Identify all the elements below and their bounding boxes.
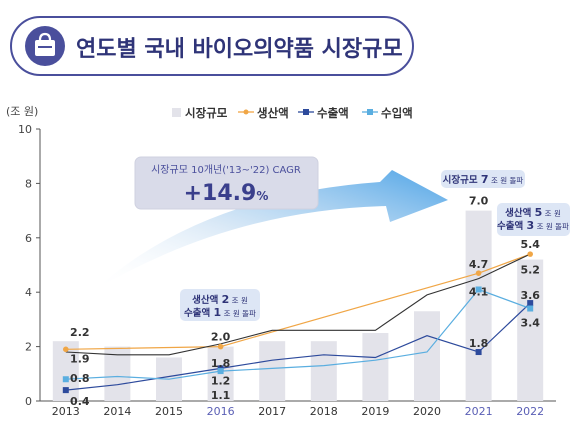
y-tick-label: 10 bbox=[18, 123, 32, 136]
data-label: 1.2 bbox=[211, 374, 231, 387]
shopping-basket-icon-glyph bbox=[35, 32, 55, 56]
market-size-bar bbox=[104, 346, 131, 401]
x-tick-label: 2021 bbox=[465, 405, 493, 418]
callout-2016-row1-part-0: 생산액 bbox=[192, 294, 222, 306]
legend-swatch-marker bbox=[303, 109, 309, 115]
수입액-marker bbox=[527, 305, 534, 312]
수입액-marker bbox=[217, 368, 224, 375]
y-tick-label: 8 bbox=[25, 177, 32, 190]
x-tick-label: 2018 bbox=[310, 405, 338, 418]
x-tick-label: 2020 bbox=[413, 405, 441, 418]
수출액-marker bbox=[475, 349, 482, 356]
callout-2022-row2-part-2: 조 원 돌파 bbox=[534, 222, 569, 231]
callout-2022-box bbox=[497, 203, 570, 236]
x-tick-label: 2016 bbox=[207, 405, 235, 418]
수입액-marker bbox=[62, 376, 69, 383]
callout-2022-row1-part-2: 조 원 bbox=[542, 209, 561, 218]
callout-2021-row-part-2: 조 원 돌파 bbox=[489, 176, 524, 185]
callout-2016-row2-part-0: 수출액 bbox=[184, 307, 214, 319]
data-label: 0.4 bbox=[70, 395, 90, 408]
y-tick-label: 6 bbox=[25, 232, 32, 245]
series-line-수입액 bbox=[65, 288, 531, 380]
data-label: 1.1 bbox=[211, 389, 231, 402]
data-label: 1.9 bbox=[70, 352, 90, 365]
callout-2016-box bbox=[180, 289, 260, 321]
callout-2016-row2-part-1: 1 bbox=[214, 306, 222, 319]
x-tick-label: 2022 bbox=[516, 405, 544, 418]
market-size-bar bbox=[414, 311, 440, 401]
data-label: 4.7 bbox=[469, 258, 489, 271]
legend-label: 생산액 bbox=[257, 106, 289, 120]
y-tick-label: 2 bbox=[25, 341, 32, 354]
수출액-marker bbox=[527, 300, 534, 307]
growth-arrow-icon bbox=[95, 170, 448, 290]
y-unit-label: (조 원) bbox=[6, 105, 38, 118]
series-line-생산액 bbox=[65, 253, 531, 350]
series-line-total bbox=[65, 253, 531, 356]
callout-2022-row1-part-0: 생산액 bbox=[505, 207, 535, 219]
cagr-callout-box bbox=[134, 156, 319, 210]
cagr-caption: 시장규모 10개년('13~'22) CAGR bbox=[151, 164, 301, 176]
callout-2022-row2: 수출액 3 조 원 돌파 bbox=[497, 219, 569, 232]
market-size-bar bbox=[362, 333, 389, 401]
page-title: 연도별 국내 바이오의약품 시장규모 bbox=[76, 37, 403, 62]
callout-2016-row2: 수출액 1 조 원 돌파 bbox=[184, 306, 256, 319]
수출액-marker bbox=[62, 387, 69, 394]
legend-swatch-marker bbox=[243, 109, 249, 115]
data-label: 2.2 bbox=[70, 326, 90, 339]
market-size-bar bbox=[465, 210, 492, 401]
cagr-value: +14.9% bbox=[184, 181, 269, 206]
market-size-bar bbox=[259, 341, 286, 401]
legend-label: 수입액 bbox=[381, 106, 413, 120]
legend-label: 수출액 bbox=[317, 106, 349, 120]
data-label: 1.8 bbox=[211, 357, 231, 370]
legend-swatch-marker bbox=[367, 109, 373, 115]
callout-2022-row1: 생산액 5 조 원 bbox=[505, 206, 561, 219]
title-banner: 연도별 국내 바이오의약품 시장규모 bbox=[10, 16, 414, 76]
data-label: 5.4 bbox=[520, 238, 540, 251]
production-marker bbox=[475, 270, 482, 276]
callout-2021-row: 시장규모 7 조 원 돌파 bbox=[443, 173, 524, 186]
x-tick-label: 2019 bbox=[361, 405, 389, 418]
data-label: 7.0 bbox=[469, 195, 489, 208]
callout-2021-box bbox=[441, 170, 525, 188]
legend-label: 시장규모 bbox=[185, 106, 228, 120]
data-label: 0.8 bbox=[70, 372, 90, 385]
data-label: 2.0 bbox=[211, 331, 231, 344]
callout-2021-row-part-1: 7 bbox=[481, 173, 489, 186]
data-label: 5.2 bbox=[520, 264, 540, 277]
callout-2016-row1-part-1: 2 bbox=[222, 293, 230, 306]
callout-2016-row1: 생산액 2 조 원 bbox=[192, 293, 248, 306]
x-tick-label: 2015 bbox=[155, 405, 183, 418]
production-marker bbox=[217, 343, 224, 350]
production-marker bbox=[527, 251, 533, 257]
callout-2016-row2-part-2: 조 원 돌파 bbox=[221, 309, 256, 318]
data-label: 3.6 bbox=[520, 289, 540, 302]
data-label: 1.8 bbox=[469, 337, 489, 350]
callout-2022-row2-part-1: 3 bbox=[527, 219, 535, 232]
callout-2021-row-part-0: 시장규모 bbox=[443, 174, 481, 186]
y-tick-label: 0 bbox=[25, 395, 32, 408]
callout-2022-row1-part-1: 5 bbox=[535, 206, 543, 219]
x-tick-label: 2017 bbox=[258, 405, 286, 418]
x-tick-label: 2013 bbox=[52, 405, 80, 418]
production-marker bbox=[63, 346, 69, 353]
callout-2016-row1-part-2: 조 원 bbox=[229, 296, 248, 305]
y-tick-label: 4 bbox=[25, 286, 32, 299]
callout-2022-row2-part-0: 수출액 bbox=[497, 220, 527, 232]
x-tick-label: 2014 bbox=[103, 405, 131, 418]
market-size-bar bbox=[517, 259, 544, 401]
legend-swatch-bar bbox=[172, 108, 181, 117]
series-line-수출액 bbox=[65, 302, 531, 391]
cagr-number: +14.9 bbox=[184, 181, 257, 206]
shopping-basket-icon bbox=[25, 26, 65, 66]
cagr-unit: % bbox=[256, 189, 268, 203]
data-label: 3.4 bbox=[520, 317, 540, 330]
수입액-marker bbox=[475, 286, 482, 293]
market-size-bar bbox=[310, 341, 337, 401]
data-label: 4.1 bbox=[469, 285, 489, 298]
